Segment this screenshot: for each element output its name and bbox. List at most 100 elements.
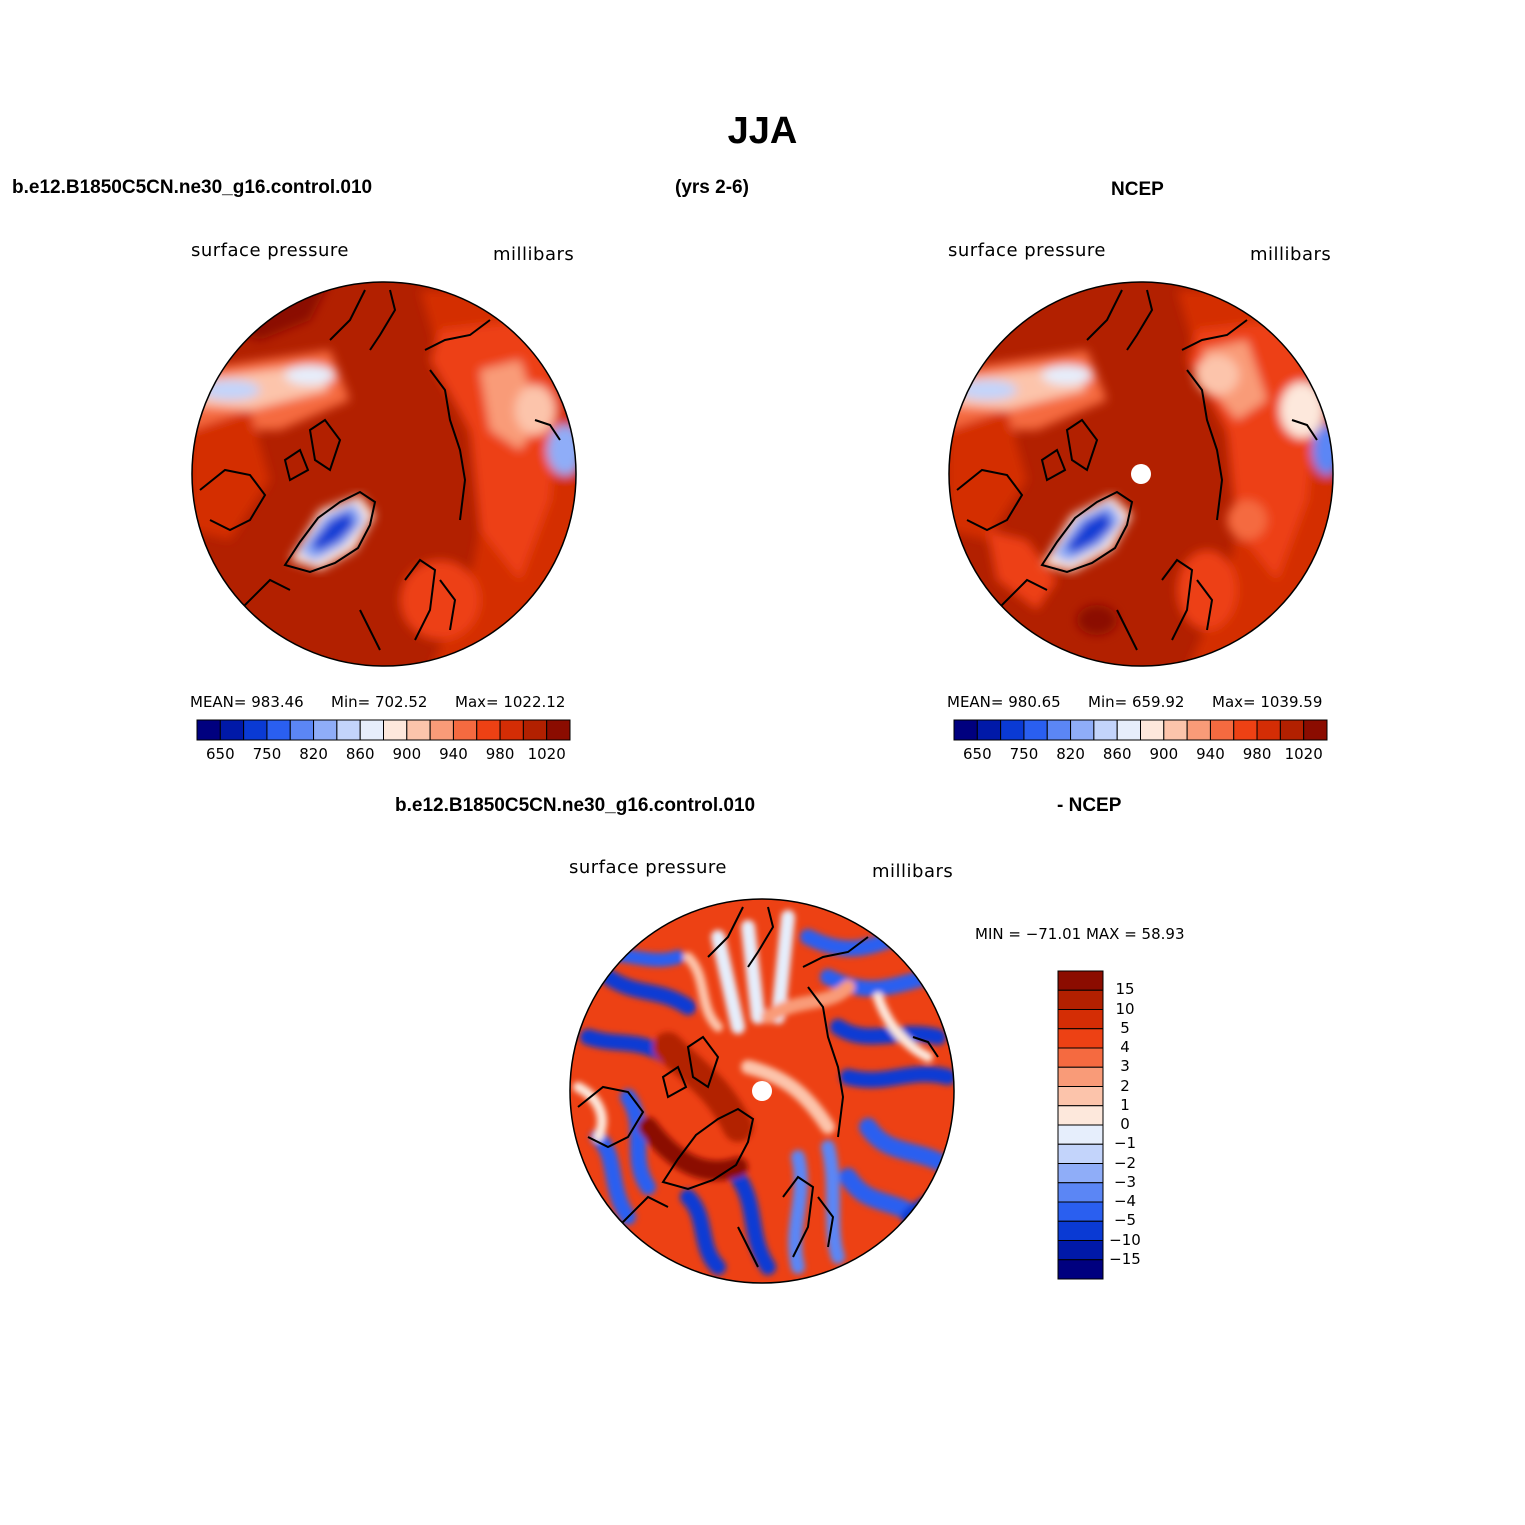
header-case-name: b.e12.B1850C5CN.ne30_g16.control.010 — [12, 177, 373, 198]
diff-pole-missing-data-dot — [752, 1081, 772, 1101]
diff-case-name: b.e12.B1850C5CN.ne30_g16.control.010 — [395, 795, 756, 816]
colorbar-tick-label: 2 — [1120, 1076, 1130, 1095]
colorbar-tick-label: 820 — [299, 745, 328, 763]
diff-units-label: millibars — [872, 861, 954, 882]
colorbar-tick-label: 940 — [1196, 745, 1225, 763]
colorbar-swatch — [1057, 1201, 1104, 1222]
colorbar-tick-label: 650 — [205, 745, 235, 763]
colorbar-tick-label: 15 — [1115, 980, 1135, 999]
colorbar-swatch — [1209, 719, 1235, 741]
colorbar-tick-label: 650 — [962, 745, 992, 763]
model-mean: MEAN= 983.46 — [190, 693, 304, 711]
obs-variable-label: surface pressure — [948, 240, 1106, 261]
model-min: Min= 702.52 — [331, 693, 428, 711]
colorbar-swatch — [1057, 1182, 1104, 1203]
colorbar-swatch — [1057, 1143, 1104, 1164]
colorbar-swatch — [1116, 719, 1142, 741]
colorbar-swatch — [1163, 719, 1188, 741]
colorbar-tick-label: 10 — [1115, 999, 1135, 1018]
colorbar-swatch — [546, 719, 571, 741]
colorbar-swatch — [1057, 970, 1104, 991]
colorbar-tick-label: 0 — [1120, 1115, 1130, 1133]
colorbar-tick-label: 1020 — [527, 745, 566, 763]
colorbar-swatch — [1186, 719, 1211, 741]
obs-units-label: millibars — [1250, 244, 1332, 265]
colorbar-swatch — [359, 719, 385, 741]
model-polar-map — [191, 281, 577, 667]
colorbar-tick-label: −4 — [1113, 1192, 1137, 1210]
colorbar-swatch — [499, 719, 524, 741]
colorbar-swatch — [522, 719, 548, 741]
colorbar-swatch — [1057, 1086, 1104, 1107]
colorbar-swatch — [976, 719, 1002, 741]
colorbar-tick-label: 4 — [1120, 1038, 1130, 1056]
colorbar-swatch — [243, 719, 268, 741]
colorbar-swatch — [196, 719, 221, 741]
colorbar-swatch — [313, 719, 338, 741]
colorbar-swatch — [1057, 1240, 1104, 1261]
colorbar-swatch — [1057, 1009, 1104, 1030]
colorbar-swatch — [1057, 1047, 1104, 1068]
colorbar-swatch — [289, 719, 315, 741]
diff-polar-map — [569, 898, 955, 1284]
colorbar-tick-label: −5 — [1113, 1211, 1137, 1230]
diff-variable-label: surface pressure — [569, 857, 727, 878]
colorbar-swatch — [1046, 719, 1072, 741]
pole-missing-data-dot — [1131, 464, 1151, 484]
colorbar-swatch — [1093, 719, 1118, 741]
colorbar-swatch — [1057, 1066, 1104, 1087]
colorbar-tick-label: 1020 — [1284, 745, 1323, 763]
model-colorbar — [196, 719, 571, 741]
colorbar-swatch — [1303, 719, 1328, 741]
colorbar-tick-label: 860 — [1102, 745, 1132, 763]
colorbar-tick-label: 5 — [1120, 1018, 1130, 1037]
model-variable-label: surface pressure — [191, 240, 349, 261]
colorbar-swatch — [953, 719, 978, 741]
diff-colorbar — [1057, 970, 1104, 1280]
colorbar-tick-label: −15 — [1109, 1249, 1141, 1268]
colorbar-swatch — [266, 719, 291, 741]
diff-obs-name: - NCEP — [1057, 795, 1122, 816]
colorbar-swatch — [1057, 989, 1104, 1010]
colorbar-tick-label: −1 — [1113, 1134, 1137, 1153]
colorbar-swatch — [219, 719, 245, 741]
colorbar-swatch — [1233, 719, 1258, 741]
obs-mean: MEAN= 980.65 — [947, 693, 1061, 711]
colorbar-swatch — [1070, 719, 1095, 741]
obs-min: Min= 659.92 — [1088, 693, 1185, 711]
colorbar-tick-label: 820 — [1056, 745, 1085, 763]
colorbar-swatch — [1057, 1259, 1104, 1280]
colorbar-swatch — [336, 719, 361, 741]
model-max: Max= 1022.12 — [455, 693, 566, 711]
colorbar-swatch — [1057, 1124, 1104, 1145]
figure-title: JJA — [727, 110, 798, 152]
colorbar-tick-label: 980 — [485, 745, 515, 763]
colorbar-tick-label: 750 — [252, 745, 282, 763]
diff-minmax: MIN = −71.01 MAX = 58.93 — [975, 925, 1185, 943]
colorbar-tick-label: 750 — [1009, 745, 1039, 763]
colorbar-tick-label: −2 — [1113, 1153, 1137, 1172]
obs-colorbar — [953, 719, 1328, 741]
header-obs-name: NCEP — [1111, 179, 1164, 200]
colorbar-swatch — [1279, 719, 1305, 741]
colorbar-swatch — [1023, 719, 1048, 741]
colorbar-swatch — [1057, 1028, 1104, 1049]
colorbar-swatch — [476, 719, 501, 741]
obs-max: Max= 1039.59 — [1212, 693, 1323, 711]
colorbar-swatch — [1140, 719, 1165, 741]
colorbar-swatch — [383, 719, 408, 741]
colorbar-tick-label: −3 — [1113, 1172, 1137, 1191]
colorbar-swatch — [452, 719, 478, 741]
colorbar-swatch — [1057, 1163, 1104, 1184]
colorbar-swatch — [1256, 719, 1281, 741]
colorbar-tick-label: 1 — [1120, 1095, 1130, 1114]
header-years: (yrs 2-6) — [675, 177, 749, 198]
colorbar-tick-label: 980 — [1242, 745, 1272, 763]
colorbar-swatch — [1057, 1105, 1104, 1126]
colorbar-swatch — [1000, 719, 1025, 741]
colorbar-swatch — [1057, 1220, 1104, 1241]
colorbar-swatch — [429, 719, 454, 741]
model-units-label: millibars — [493, 244, 575, 265]
colorbar-tick-label: 900 — [1149, 745, 1179, 763]
colorbar-tick-label: 3 — [1120, 1057, 1130, 1076]
